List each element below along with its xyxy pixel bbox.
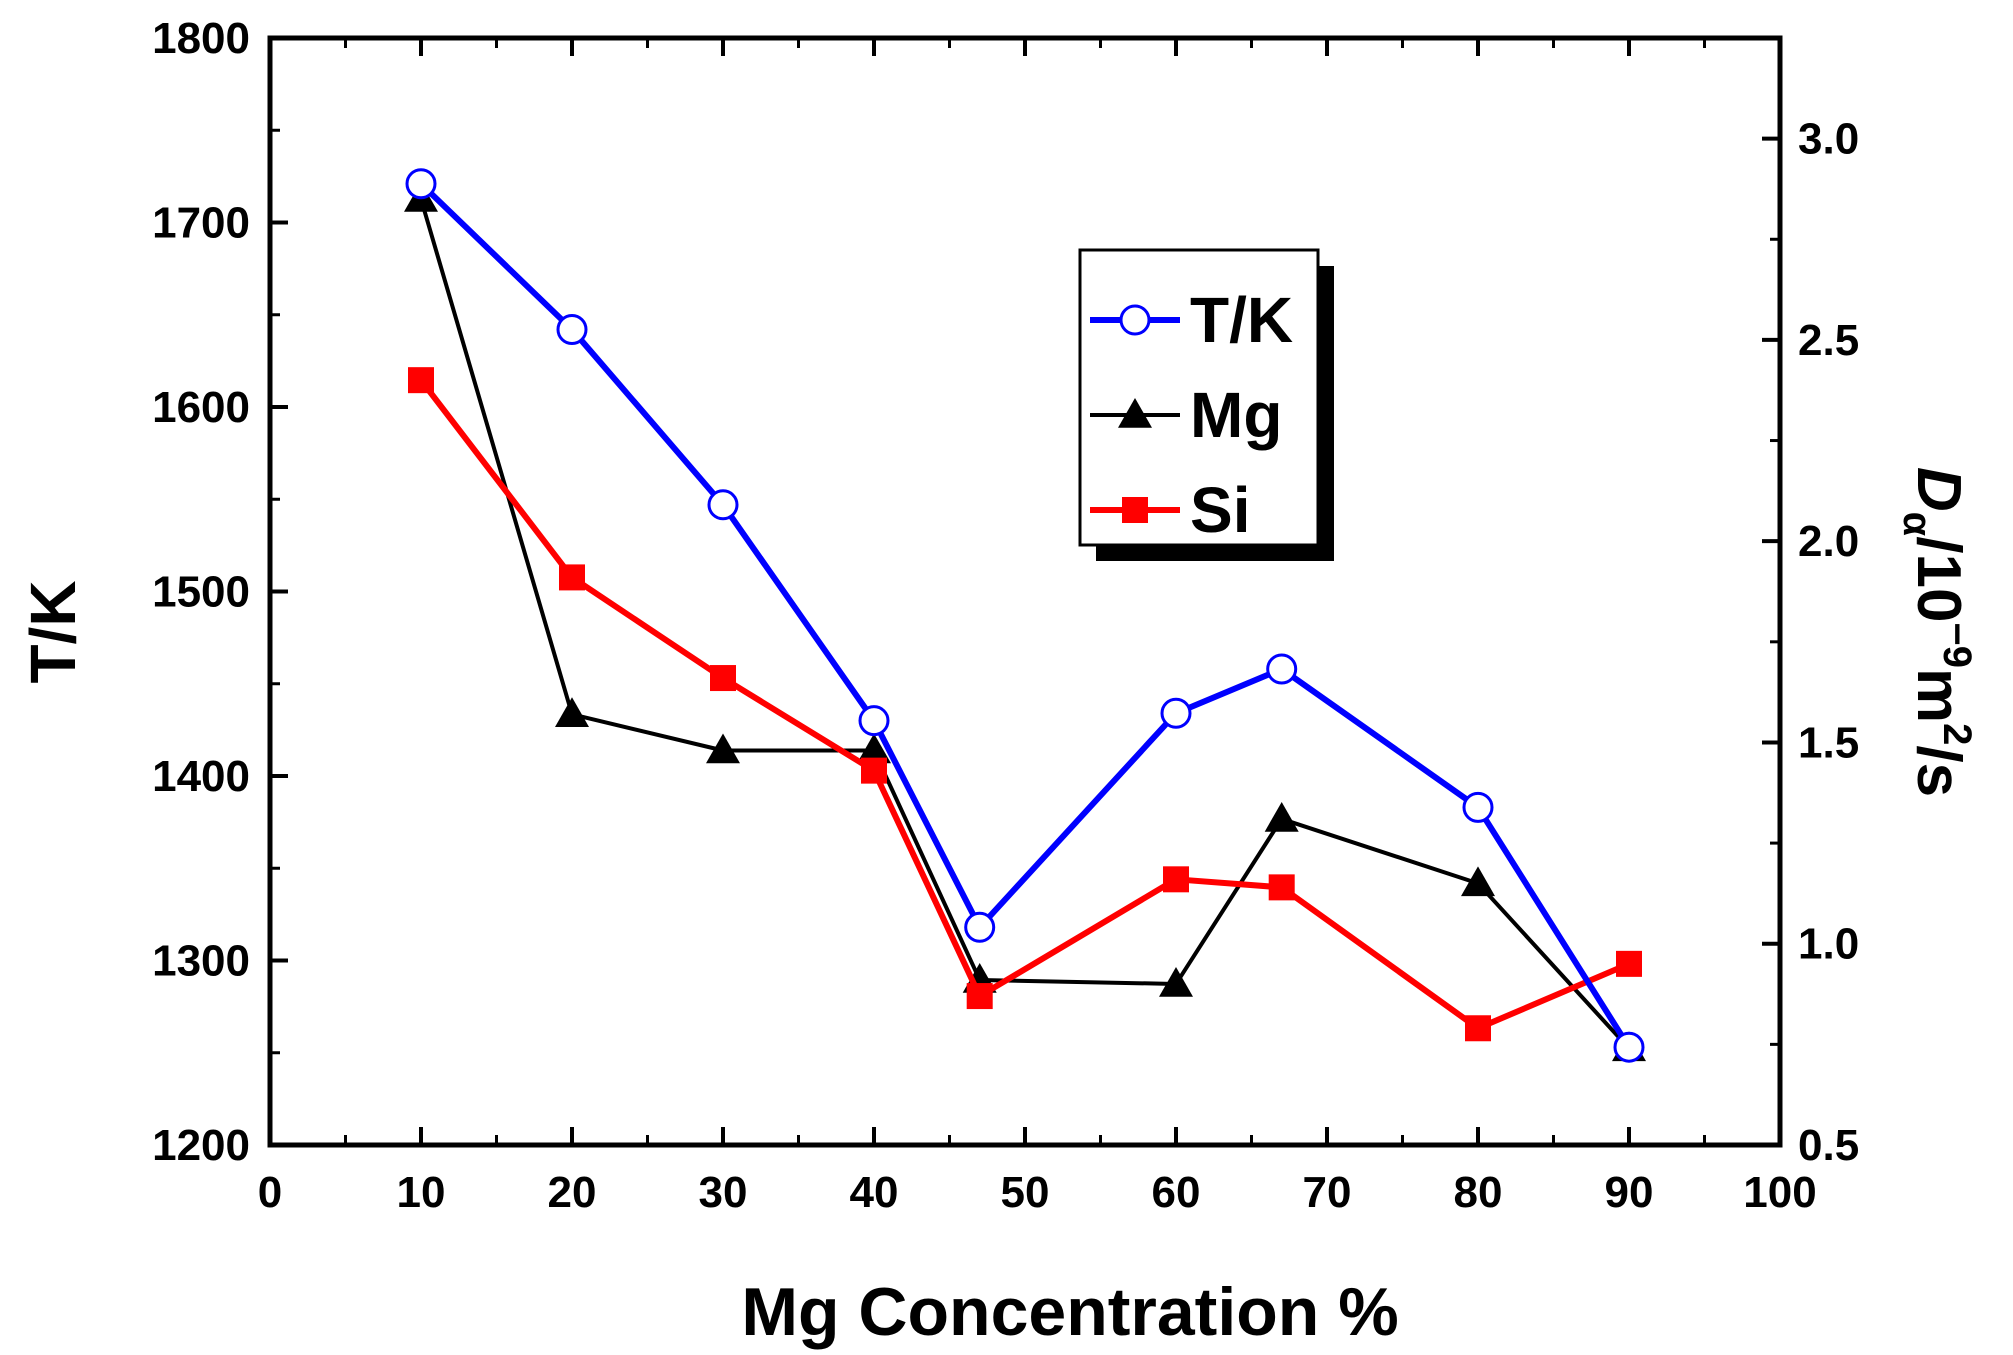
x-tick-label: 20 xyxy=(548,1168,597,1217)
y2-title-unit: m xyxy=(1904,668,1973,723)
legend: T/K Mg Si xyxy=(1078,248,1334,561)
y-tick-label: 1700 xyxy=(152,199,250,248)
x-tick-label: 40 xyxy=(850,1168,899,1217)
series-line-t-k xyxy=(418,181,1632,1049)
y2-title-sub: α xyxy=(1895,512,1939,537)
data-point-si xyxy=(408,367,434,394)
data-point-t-k xyxy=(405,168,437,200)
data-point-mg xyxy=(555,697,589,728)
legend-box xyxy=(1078,248,1320,547)
data-point-t-k xyxy=(707,489,739,521)
data-point-si xyxy=(1465,1015,1491,1042)
y-tick-label: 1400 xyxy=(152,752,250,801)
y-tick-label: 1800 xyxy=(152,14,250,63)
data-point-si xyxy=(559,564,585,591)
y2-tick-label: 3.0 xyxy=(1798,115,1859,164)
legend-label-mg: Mg xyxy=(1190,379,1282,451)
data-point-mg xyxy=(1159,966,1193,997)
series-layer xyxy=(404,168,1646,1063)
y2-title-exp: −9 xyxy=(1935,622,1979,668)
axes: 0 10 20 30 40 50 60 70 80 90 100 1200 1300 1400 1500 16… xyxy=(152,14,1859,1217)
data-point-t-k xyxy=(556,314,588,346)
legend-marker-mg xyxy=(1118,398,1152,428)
y-tick-label: 1300 xyxy=(152,937,250,986)
y-tick-label: 1200 xyxy=(152,1121,250,1170)
x-tick-label: 80 xyxy=(1454,1168,1503,1217)
data-point-si xyxy=(710,665,736,692)
x-tick-label: 50 xyxy=(1001,1168,1050,1217)
data-point-si xyxy=(1268,874,1295,901)
data-point-t-k xyxy=(964,911,996,943)
y2-tick-label: 1.0 xyxy=(1798,920,1859,969)
data-point-mg xyxy=(857,733,891,764)
data-point-si xyxy=(861,757,887,784)
x-tick-label: 100 xyxy=(1743,1168,1816,1217)
data-point-t-k xyxy=(1160,697,1192,729)
data-point-t-k xyxy=(1613,1031,1645,1063)
series-mg xyxy=(404,182,1646,1062)
series-si xyxy=(408,367,1642,1042)
y2-title-unit-exp: 2 xyxy=(1935,723,1979,745)
y-tick-label: 1500 xyxy=(152,568,250,617)
data-point-t-k xyxy=(858,705,890,737)
y2-title-main: D xyxy=(1904,467,1973,512)
x-tick-label: 10 xyxy=(397,1168,446,1217)
series-line-si xyxy=(418,378,1631,1032)
y2-title-rest: /10 xyxy=(1904,536,1973,622)
y2-tick-label: 2.0 xyxy=(1798,517,1859,566)
legend-label-si: Si xyxy=(1190,474,1250,546)
data-point-mg xyxy=(706,733,740,764)
legend-marker-si xyxy=(1122,497,1148,523)
x-tick-label: 70 xyxy=(1303,1168,1352,1217)
data-point-t-k xyxy=(1462,791,1494,823)
y-tick-label: 1600 xyxy=(152,383,250,432)
data-point-t-k xyxy=(1266,653,1298,685)
y-axis-title: T/K xyxy=(17,580,89,683)
x-tick-label: 0 xyxy=(258,1168,282,1217)
data-point-mg xyxy=(1264,801,1299,832)
data-point-si xyxy=(1616,950,1642,977)
series-line-mg xyxy=(419,198,1631,1050)
y2-tick-label: 0.5 xyxy=(1798,1121,1859,1170)
data-point-mg xyxy=(1461,866,1495,897)
y2-title-tail: /s xyxy=(1904,745,1973,797)
x-axis-title: Mg Concentration % xyxy=(741,1274,1398,1350)
x-tick-label: 90 xyxy=(1605,1168,1654,1217)
data-point-si xyxy=(966,983,993,1010)
data-point-si xyxy=(1163,866,1189,893)
legend-marker-t-k xyxy=(1119,304,1151,336)
y2-tick-label: 2.5 xyxy=(1798,316,1859,365)
x-tick-label: 30 xyxy=(699,1168,748,1217)
y2-axis-title: Dα/10−9m2/s xyxy=(1895,467,1979,797)
legend-label-t-k: T/K xyxy=(1190,284,1293,356)
x-tick-label: 60 xyxy=(1152,1168,1201,1217)
y2-tick-label: 1.5 xyxy=(1798,718,1859,767)
series-t-k xyxy=(405,168,1645,1063)
